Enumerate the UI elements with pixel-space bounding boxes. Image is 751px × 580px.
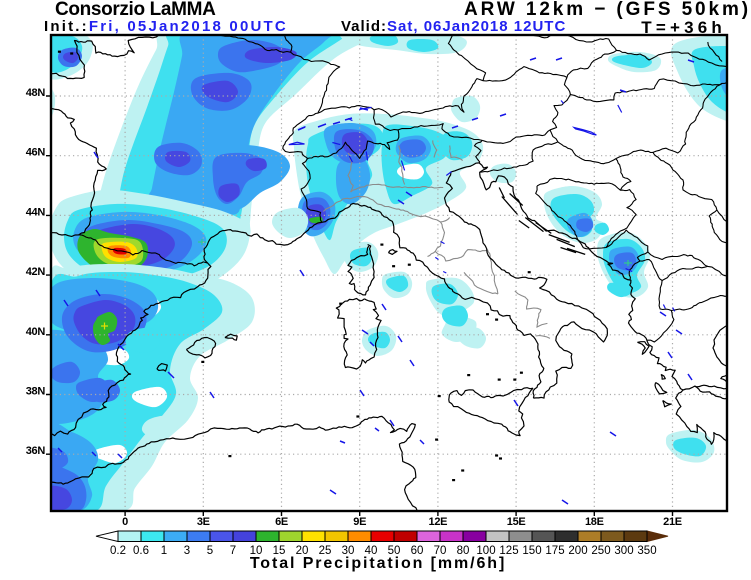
svg-text:0: 0 <box>122 516 128 528</box>
svg-text:80: 80 <box>457 545 470 557</box>
svg-text:3: 3 <box>184 545 190 557</box>
svg-text:44N: 44N <box>26 206 46 218</box>
svg-text:36N: 36N <box>26 445 46 457</box>
svg-text:15E: 15E <box>507 516 526 528</box>
svg-text:42N: 42N <box>26 266 46 278</box>
svg-text:3E: 3E <box>197 516 210 528</box>
svg-text:48N: 48N <box>26 87 46 99</box>
svg-text:125: 125 <box>499 545 518 557</box>
svg-text:25: 25 <box>319 545 332 557</box>
svg-text:0.6: 0.6 <box>133 545 149 557</box>
svg-text:1: 1 <box>161 545 167 557</box>
svg-text:30: 30 <box>342 545 355 557</box>
svg-text:5: 5 <box>207 545 213 557</box>
svg-text:12E: 12E <box>429 516 448 528</box>
svg-text:Total Precipitation [mm/6h]: Total Precipitation [mm/6h] <box>250 555 506 572</box>
svg-text:150: 150 <box>522 545 541 557</box>
svg-text:40N: 40N <box>26 326 46 338</box>
svg-text:100: 100 <box>476 545 495 557</box>
svg-text:60: 60 <box>411 545 424 557</box>
svg-text:0.2: 0.2 <box>110 545 126 557</box>
svg-text:46N: 46N <box>26 147 46 159</box>
svg-text:200: 200 <box>568 545 587 557</box>
svg-text:10: 10 <box>250 545 263 557</box>
svg-text:175: 175 <box>545 545 564 557</box>
svg-text:250: 250 <box>591 545 610 557</box>
svg-text:9E: 9E <box>353 516 366 528</box>
svg-text:300: 300 <box>614 545 633 557</box>
svg-text:15: 15 <box>273 545 286 557</box>
svg-text:350: 350 <box>637 545 656 557</box>
svg-text:21E: 21E <box>663 516 682 528</box>
svg-text:18E: 18E <box>585 516 604 528</box>
svg-text:40: 40 <box>365 545 378 557</box>
svg-text:6E: 6E <box>275 516 288 528</box>
svg-text:70: 70 <box>434 545 447 557</box>
svg-text:50: 50 <box>388 545 401 557</box>
svg-text:20: 20 <box>296 545 309 557</box>
svg-text:7: 7 <box>230 545 236 557</box>
svg-text:38N: 38N <box>26 386 46 398</box>
